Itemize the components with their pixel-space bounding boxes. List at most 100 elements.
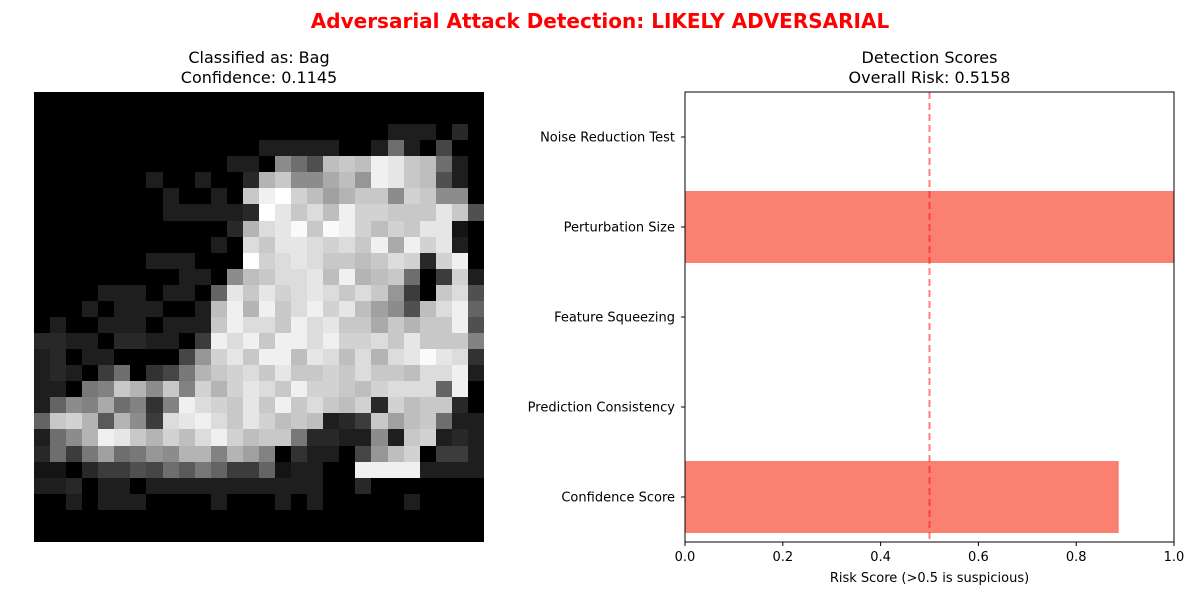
- pixel-cell: [146, 381, 163, 398]
- pixel-cell: [178, 365, 195, 382]
- pixel-cell: [419, 365, 436, 382]
- pixel-cell: [210, 477, 227, 494]
- pixel-cell: [419, 156, 436, 173]
- pixel-cell: [82, 108, 99, 125]
- pixel-cell: [323, 188, 340, 205]
- pixel-cell: [178, 172, 195, 189]
- pixel-cell: [258, 300, 276, 317]
- pixel-cell: [226, 300, 243, 317]
- pixel-cell: [226, 509, 243, 526]
- pixel-cell: [66, 92, 83, 109]
- pixel-cell: [258, 156, 276, 173]
- pixel-cell: [98, 188, 115, 205]
- pixel-cell: [339, 284, 356, 301]
- pixel-cell: [307, 268, 324, 285]
- pixel-cell: [194, 172, 211, 189]
- pixel-cell: [387, 445, 404, 462]
- pixel-cell: [355, 477, 372, 494]
- pixel-cell: [371, 220, 388, 237]
- pixel-cell: [435, 429, 452, 446]
- pixel-cell: [451, 397, 468, 414]
- pixel-cell: [307, 316, 324, 334]
- pixel-cell: [98, 333, 115, 350]
- pixel-cell: [146, 188, 163, 205]
- y-tick-label: Noise Reduction Test: [540, 131, 675, 146]
- pixel-cell: [387, 236, 404, 253]
- pixel-cell: [50, 461, 67, 478]
- pixel-cell: [194, 316, 211, 334]
- pixel-cell: [291, 316, 308, 334]
- pixel-cell: [419, 236, 436, 253]
- pixel-cell: [178, 333, 195, 350]
- pixel-cell: [451, 445, 468, 462]
- pixel-cell: [451, 509, 468, 526]
- pixel-cell: [275, 108, 292, 125]
- pixel-cell: [162, 124, 179, 141]
- pixel-cell: [162, 204, 179, 221]
- pixel-cell: [34, 268, 51, 285]
- pixel-cell: [82, 445, 99, 462]
- pixel-cell: [114, 316, 131, 334]
- pixel-cell: [451, 477, 468, 494]
- pixel-cell: [114, 140, 131, 157]
- pixel-cell: [98, 429, 115, 446]
- pixel-cell: [323, 204, 340, 221]
- pixel-cell: [34, 349, 51, 366]
- pixel-cell: [435, 509, 452, 526]
- pixel-cell: [98, 461, 115, 478]
- pixel-cell: [34, 300, 51, 317]
- pixel-cell: [34, 188, 51, 205]
- pixel-cell: [323, 236, 340, 253]
- pixel-cell: [275, 236, 292, 253]
- pixel-cell: [275, 397, 292, 414]
- pixel-cell: [403, 140, 420, 157]
- pixel-cell: [242, 108, 259, 125]
- pixel-cell: [275, 413, 292, 430]
- pixel-cell: [467, 349, 484, 366]
- pixel-cell: [355, 381, 372, 398]
- pixel-cell: [226, 445, 243, 462]
- pixel-cell: [130, 140, 147, 157]
- pixel-cell: [242, 445, 259, 462]
- pixel-cell: [162, 156, 179, 173]
- pixel-cell: [355, 300, 372, 317]
- pixel-cell: [355, 284, 372, 301]
- pixel-cell: [355, 445, 372, 462]
- pixel-cell: [98, 445, 115, 462]
- pixel-cell: [467, 92, 484, 109]
- pixel-cell: [387, 140, 404, 157]
- pixel-cell: [114, 461, 131, 478]
- pixel-cell: [66, 268, 83, 285]
- pixel-cell: [114, 172, 131, 189]
- pixel-cell: [467, 365, 484, 382]
- pixel-cell: [355, 172, 372, 189]
- pixel-cell: [34, 429, 51, 446]
- pixel-cell: [467, 493, 484, 510]
- pixel-cell: [50, 397, 67, 414]
- pixel-cell: [371, 204, 388, 221]
- pixel-cell: [355, 333, 372, 350]
- pixel-cell: [371, 413, 388, 430]
- pixel-cell: [66, 236, 83, 253]
- pixel-cell: [242, 220, 259, 237]
- pixel-cell: [291, 92, 308, 109]
- pixel-cell: [194, 204, 211, 221]
- pixel-cell: [130, 429, 147, 446]
- pixel-cell: [178, 140, 195, 157]
- pixel-cell: [323, 268, 340, 285]
- pixel-cell: [98, 268, 115, 285]
- pixel-cell: [98, 525, 115, 542]
- pixel-cell: [34, 365, 51, 382]
- pixel-cell: [162, 525, 179, 542]
- pixel-cell: [339, 493, 356, 510]
- pixel-cell: [387, 172, 404, 189]
- pixel-cell: [258, 236, 276, 253]
- pixel-cell: [162, 252, 179, 269]
- pixel-cell: [419, 493, 436, 510]
- pixel-cell: [419, 268, 436, 285]
- pixel-cell: [387, 204, 404, 221]
- pixel-cell: [146, 108, 163, 125]
- pixel-cell: [114, 156, 131, 173]
- pixel-cell: [403, 445, 420, 462]
- pixel-cell: [387, 461, 404, 478]
